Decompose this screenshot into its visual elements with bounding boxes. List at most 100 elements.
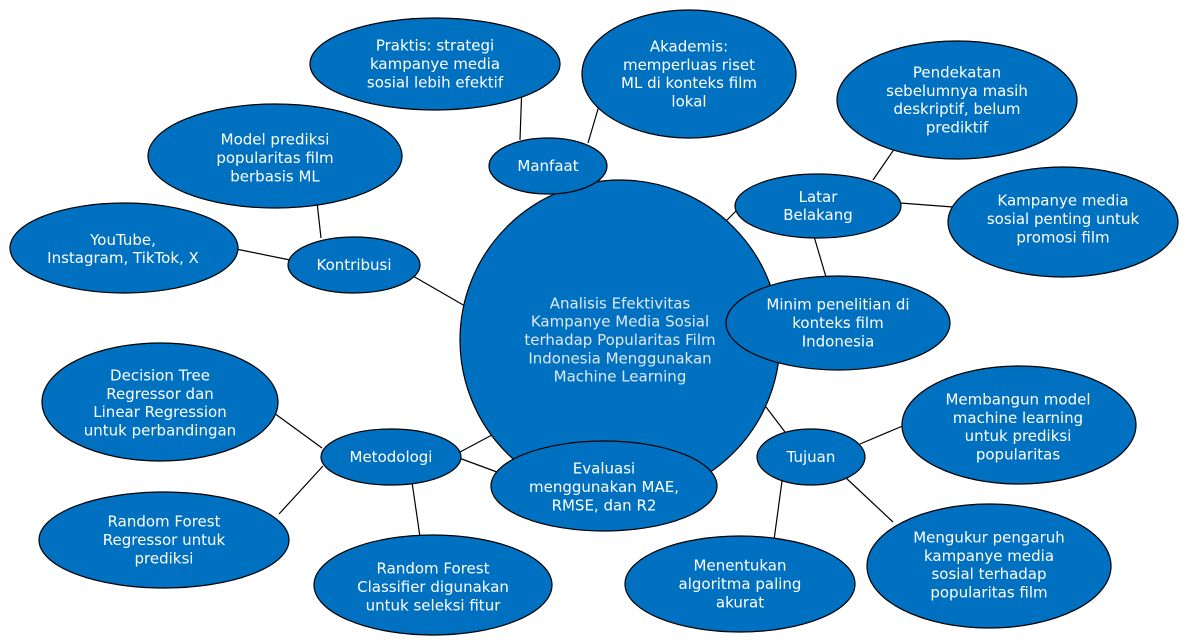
connector-latar-kampanye-penting [899, 202, 954, 208]
label-line: memperluas riset [623, 56, 755, 74]
membangun-model-label: Membangun model machine learning untuk pre… [945, 391, 1090, 464]
label-line: sebelumnya masih [886, 82, 1028, 100]
connector-latar-minim-penelitian [812, 232, 827, 278]
label-line: konteks film [792, 314, 883, 332]
praktis-label: Praktis: strategi kampanye media sosial le… [367, 37, 504, 92]
membangun-model-bubble [901, 365, 1137, 485]
label-line: lokal [671, 92, 706, 110]
model-prediksi-label: Model prediksi popularitas film berbasis M… [216, 131, 333, 186]
label-line: menggunakan MAE, [529, 478, 679, 496]
label-line: Pendekatan [913, 64, 1001, 82]
connector-kontribusi-platform [235, 248, 291, 261]
label-line: kampanye media [924, 547, 1054, 565]
praktis-bubble [309, 17, 561, 111]
label-line: popularitas film [930, 583, 1047, 601]
label-line: Indonesia [802, 332, 875, 350]
label-line: untuk perbandingan [84, 421, 236, 439]
center-topic-label: Analisis Efektivitas Kampanye Media Sosia… [524, 294, 715, 385]
pendekatan-label: Pendekatan sebelumnya masih deskriptif, be… [886, 64, 1028, 137]
label-line: Metodologi [350, 448, 433, 466]
label-line: Tujuan [786, 448, 836, 466]
label-line: akurat [716, 593, 764, 611]
label-line: Evaluasi [573, 460, 635, 478]
connector-metodologi-evaluasi [458, 457, 498, 473]
label-line: Kampanye media [997, 192, 1128, 210]
label-line: Random Forest [377, 560, 490, 578]
label-line: untuk prediksi [965, 427, 1072, 445]
manfaat-label: Manfaat [517, 157, 578, 175]
latar-belakang-bubble [734, 173, 902, 239]
label-line: popularitas [976, 445, 1060, 463]
bubble-group [9, 9, 1179, 636]
mengukur-pengaruh-bubble [866, 503, 1112, 629]
label-line: machine learning [953, 409, 1083, 427]
rf-classifier-bubble [313, 534, 553, 636]
label-line: Machine Learning [554, 368, 687, 386]
label-line: Indonesia Menggunakan [528, 349, 711, 367]
akademis-bubble [581, 9, 797, 139]
label-group: Analisis Efektivitas Kampanye Media Sosia… [47, 37, 1139, 615]
label-line: Membangun model [945, 391, 1090, 409]
metodologi-bubble [320, 428, 462, 486]
label-line: Menentukan [694, 557, 787, 575]
menentukan-algoritma-bubble [624, 535, 856, 633]
label-line: Decision Tree [110, 367, 210, 385]
label-line: Random Forest [108, 513, 221, 531]
label-line: sosial lebih efektif [367, 73, 504, 91]
label-line: Linear Regression [93, 403, 226, 421]
pendekatan-bubble [836, 40, 1078, 160]
label-line: terhadap Popularitas Film [524, 331, 715, 349]
minim-penelitian-bubble [725, 275, 951, 371]
connector-center-kontribusi [412, 275, 466, 307]
label-line: Regressor dan [106, 385, 214, 403]
label-line: Praktis: strategi [376, 37, 494, 55]
evaluasi-bubble [490, 440, 718, 532]
label-line: promosi film [1016, 228, 1109, 246]
label-line: sosial penting untuk [987, 210, 1140, 228]
label-line: Analisis Efektivitas [550, 294, 691, 312]
kampanye-penting-bubble [947, 166, 1179, 278]
connector-tujuan-mengukur-pengaruh [844, 476, 894, 523]
label-line: Manfaat [517, 157, 578, 175]
connector-metodologi-decision-tree [273, 412, 323, 449]
label-line: Mengukur pengaruh [913, 529, 1065, 547]
platform-label: YouTube, Instagram, TikTok, X [47, 231, 199, 267]
label-line: Instagram, TikTok, X [47, 249, 199, 267]
connector-group [235, 81, 954, 541]
connector-center-tujuan [765, 406, 786, 433]
label-line: kampanye media [370, 55, 500, 73]
label-line: Regressor untuk [103, 531, 226, 549]
label-line: Akademis: [650, 38, 728, 56]
metodologi-label: Metodologi [350, 448, 433, 466]
mengukur-pengaruh-label: Mengukur pengaruh kampanye media sosial te… [913, 529, 1065, 602]
label-line: Kampanye Media Sosial [531, 313, 709, 331]
decision-tree-label: Decision Tree Regressor dan Linear Regress… [84, 367, 236, 440]
connector-tujuan-menentukan-algoritma [773, 480, 783, 541]
minim-penelitian-label: Minim penelitian di konteks film Indonesia [766, 296, 909, 351]
menentukan-algoritma-label: Menentukan algoritma paling akurat [679, 557, 802, 612]
model-prediksi-bubble [147, 103, 403, 209]
label-line: Kontribusi [317, 256, 392, 274]
label-line: RMSE, dan R2 [552, 496, 657, 514]
label-line: Minim penelitian di [766, 296, 909, 314]
label-line: sosial terhadap [931, 565, 1046, 583]
label-line: berbasis ML [230, 167, 320, 185]
akademis-label: Akademis: memperluas riset ML di konteks f… [621, 38, 757, 111]
label-line: YouTube, [89, 231, 156, 249]
platform-bubble [9, 202, 239, 294]
kontribusi-bubble [287, 236, 421, 294]
connector-tujuan-membangun-model [859, 424, 906, 445]
connector-metodologi-rf-regressor [278, 465, 324, 515]
kampanye-penting-label: Kampanye media sosial penting untuk promos… [987, 192, 1140, 247]
connector-latar-pendekatan [872, 147, 896, 181]
latar-belakang-label: Latar Belakang [783, 188, 853, 224]
label-line: Belakang [783, 206, 853, 224]
decision-tree-bubble [41, 342, 279, 462]
label-line: Latar [799, 188, 839, 206]
tujuan-label: Tujuan [786, 448, 836, 466]
manfaat-bubble [488, 137, 608, 195]
label-line: prediksi [135, 549, 194, 567]
label-line: popularitas film [216, 149, 333, 167]
kontribusi-label: Kontribusi [317, 256, 392, 274]
